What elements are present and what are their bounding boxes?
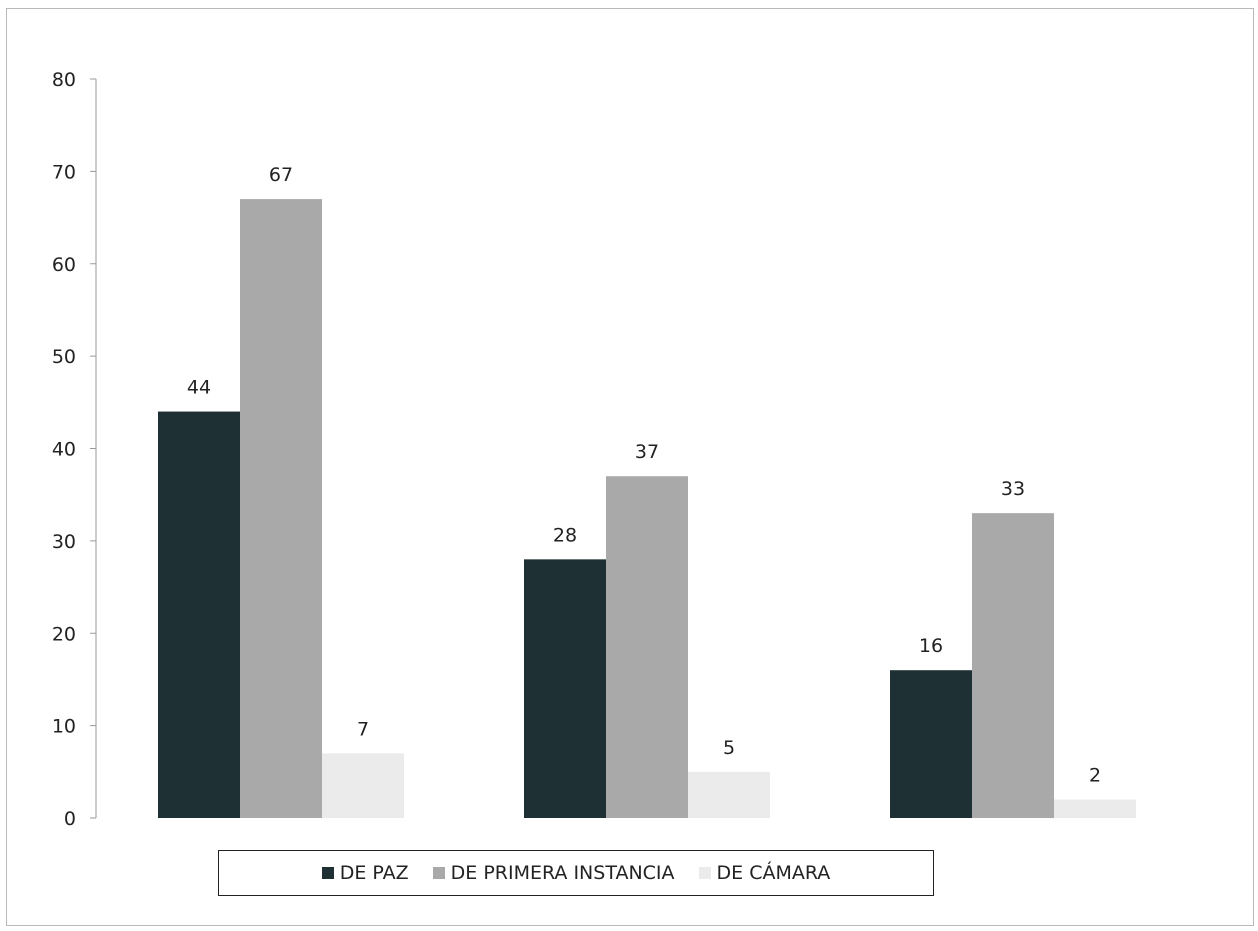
legend-label-de-primera-instancia: DE PRIMERA INSTANCIA	[450, 862, 675, 884]
data-label: 2	[1089, 765, 1101, 787]
data-label: 37	[635, 441, 659, 463]
y-tick-label: 20	[52, 623, 76, 645]
y-tick-label: 60	[52, 254, 76, 276]
legend-swatch-de-paz	[321, 867, 334, 879]
y-tick-label: 0	[64, 808, 76, 830]
legend-swatch-de-primera-instancia	[432, 867, 445, 879]
data-label: 44	[187, 377, 211, 399]
y-tick-label: 80	[52, 69, 76, 91]
data-label: 5	[723, 737, 735, 759]
bar	[158, 411, 240, 818]
data-label: 28	[553, 524, 577, 546]
y-tick-label: 50	[52, 346, 76, 368]
data-label: 7	[357, 718, 369, 740]
bar	[972, 513, 1054, 818]
y-tick-label: 30	[52, 531, 76, 553]
data-labels: 44 28 16 67 37 33 7 5 2	[187, 164, 1101, 786]
data-label: 33	[1001, 478, 1025, 500]
legend-item-de-paz: DE PAZ	[321, 862, 409, 884]
data-label: 67	[269, 164, 293, 186]
y-tick-label: 40	[52, 439, 76, 461]
bar	[322, 753, 404, 818]
bar	[240, 199, 322, 818]
bar	[890, 670, 972, 818]
data-label: 16	[919, 635, 943, 657]
bar	[524, 559, 606, 818]
y-tick-label: 10	[52, 716, 76, 738]
legend-swatch-de-camara	[698, 867, 711, 879]
legend: DE PAZ DE PRIMERA INSTANCIA DE CÁMARA	[218, 850, 934, 896]
y-tick-label: 70	[52, 161, 76, 183]
legend-label-de-camara: DE CÁMARA	[716, 862, 831, 884]
bar	[1054, 799, 1136, 818]
bar	[606, 476, 688, 818]
legend-item-de-primera-instancia: DE PRIMERA INSTANCIA	[432, 862, 675, 884]
bar	[688, 771, 770, 818]
legend-item-de-camara: DE CÁMARA	[698, 862, 831, 884]
bars	[158, 199, 1136, 818]
y-axis: 0 10 20 30 40 50 60 70 80	[52, 69, 97, 830]
legend-label-de-paz: DE PAZ	[339, 862, 409, 884]
